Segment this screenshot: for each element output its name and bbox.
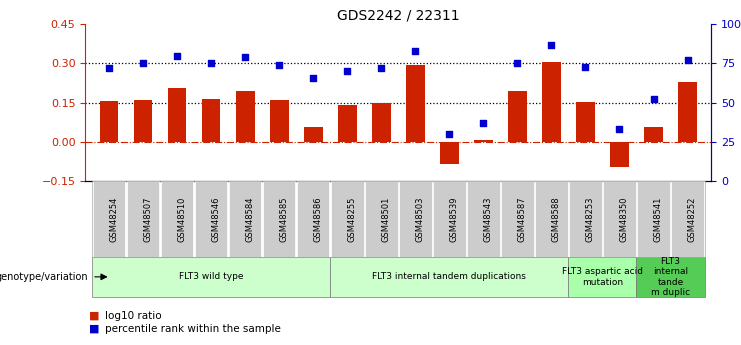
Bar: [236, 91, 254, 142]
Bar: [100, 101, 119, 142]
Text: FLT3 internal tandem duplications: FLT3 internal tandem duplications: [373, 272, 526, 282]
Point: [614, 127, 625, 132]
Point: [273, 62, 285, 68]
Text: GSM48541: GSM48541: [654, 196, 662, 242]
Bar: [167, 88, 187, 142]
Bar: [474, 140, 493, 142]
Text: log10 ratio: log10 ratio: [105, 311, 162, 321]
Bar: [202, 99, 221, 142]
Bar: [133, 100, 153, 142]
Text: GSM48546: GSM48546: [211, 196, 220, 242]
Text: percentile rank within the sample: percentile rank within the sample: [105, 324, 281, 334]
Text: GSM48350: GSM48350: [619, 196, 628, 242]
Point: [239, 55, 251, 60]
Bar: [338, 105, 356, 142]
Text: ■: ■: [89, 324, 99, 334]
Point: [171, 53, 183, 58]
Text: GSM48588: GSM48588: [551, 196, 560, 242]
Bar: [406, 65, 425, 142]
Text: GSM48253: GSM48253: [585, 196, 594, 242]
Bar: [440, 142, 459, 164]
Text: GSM48255: GSM48255: [348, 196, 356, 242]
Text: GSM48507: GSM48507: [143, 196, 152, 242]
Bar: [508, 91, 527, 142]
Point: [648, 97, 659, 102]
Bar: [644, 128, 663, 142]
Point: [103, 65, 115, 71]
Text: GSM48510: GSM48510: [177, 196, 186, 242]
Text: ■: ■: [89, 311, 99, 321]
Title: GDS2242 / 22311: GDS2242 / 22311: [337, 9, 459, 23]
Text: GSM48501: GSM48501: [382, 196, 391, 242]
Text: GSM48543: GSM48543: [483, 196, 492, 242]
Point: [511, 61, 523, 66]
Text: GSM48252: GSM48252: [688, 196, 697, 242]
Text: genotype/variation: genotype/variation: [0, 272, 88, 282]
Text: FLT3
internal
tande
m duplic: FLT3 internal tande m duplic: [651, 257, 690, 297]
Point: [579, 64, 591, 69]
Text: GSM48584: GSM48584: [245, 196, 254, 242]
Point: [205, 61, 217, 66]
Point: [545, 42, 557, 47]
Point: [376, 65, 388, 71]
Text: FLT3 wild type: FLT3 wild type: [179, 272, 243, 282]
Bar: [678, 82, 697, 142]
Text: GSM48586: GSM48586: [313, 196, 322, 242]
Text: GSM48503: GSM48503: [415, 196, 425, 242]
Bar: [304, 128, 322, 142]
Point: [342, 69, 353, 74]
Point: [477, 120, 489, 126]
Text: GSM48539: GSM48539: [449, 196, 459, 242]
Text: GSM48585: GSM48585: [279, 196, 288, 242]
Text: GSM48587: GSM48587: [517, 196, 526, 242]
Bar: [610, 142, 629, 167]
Bar: [542, 62, 561, 142]
Point: [682, 58, 694, 63]
Bar: [270, 100, 288, 142]
Point: [443, 131, 455, 137]
Bar: [576, 102, 595, 142]
Bar: [372, 103, 391, 142]
Point: [409, 48, 421, 53]
Text: GSM48254: GSM48254: [109, 196, 118, 242]
Text: FLT3 aspartic acid
mutation: FLT3 aspartic acid mutation: [562, 267, 643, 287]
Point: [308, 75, 319, 80]
Point: [137, 61, 149, 66]
